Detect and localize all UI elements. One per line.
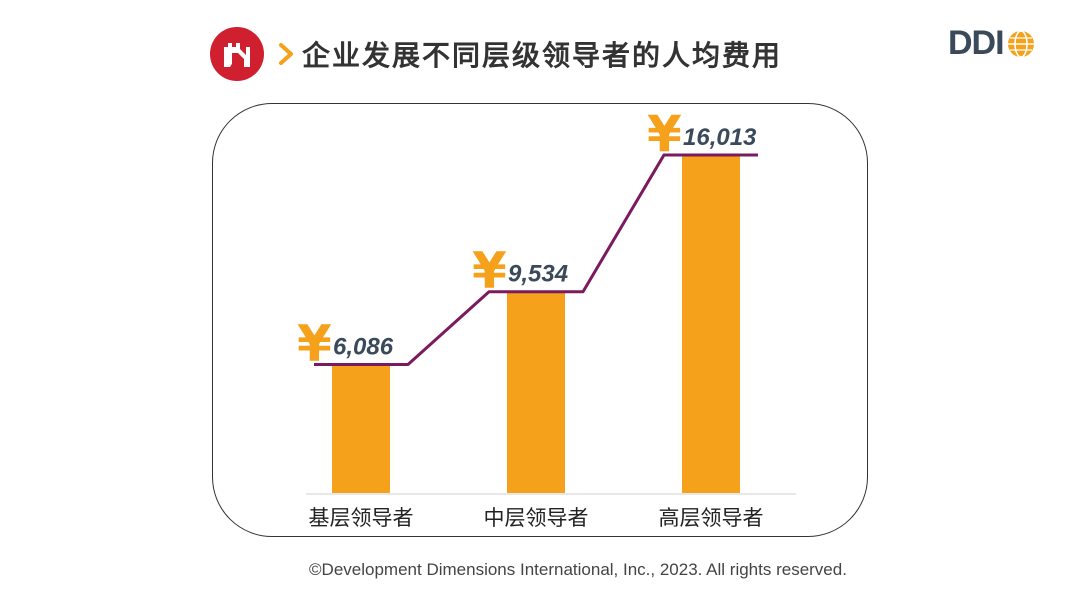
- great-wall-icon: [224, 43, 250, 67]
- bar-3: [682, 154, 740, 493]
- brand-name: DDI: [948, 24, 1005, 62]
- copyright-text: ©Development Dimensions International, I…: [309, 560, 847, 579]
- page-title: 企业发展不同层级领导者的人均费用: [302, 40, 783, 71]
- category-label-3: 高层领导者: [659, 506, 764, 530]
- category-label-1: 基层领导者: [309, 506, 414, 530]
- bar-2: [507, 291, 565, 493]
- value-label-1: 6,086: [333, 334, 394, 361]
- globe-icon: [1007, 29, 1034, 58]
- great-wall-logo: [210, 27, 264, 81]
- currency-symbol-3: ¥: [647, 105, 682, 163]
- copyright-footer: ©Development Dimensions International, I…: [0, 560, 1080, 580]
- category-label-2: 中层领导者: [484, 506, 589, 530]
- ddi-logo: DDI: [948, 24, 1036, 63]
- header: 企业发展不同层级领导者的人均费用: [210, 27, 783, 81]
- chart-frame: [212, 103, 868, 537]
- value-label-2: 9,534: [508, 261, 568, 288]
- value-label-3: 16,013: [683, 124, 757, 151]
- currency-symbol-2: ¥: [472, 242, 507, 300]
- chevron-right-icon: [279, 43, 293, 65]
- trend-line: [314, 153, 758, 367]
- currency-symbol-1: ¥: [297, 315, 332, 373]
- bar-1: [332, 364, 390, 493]
